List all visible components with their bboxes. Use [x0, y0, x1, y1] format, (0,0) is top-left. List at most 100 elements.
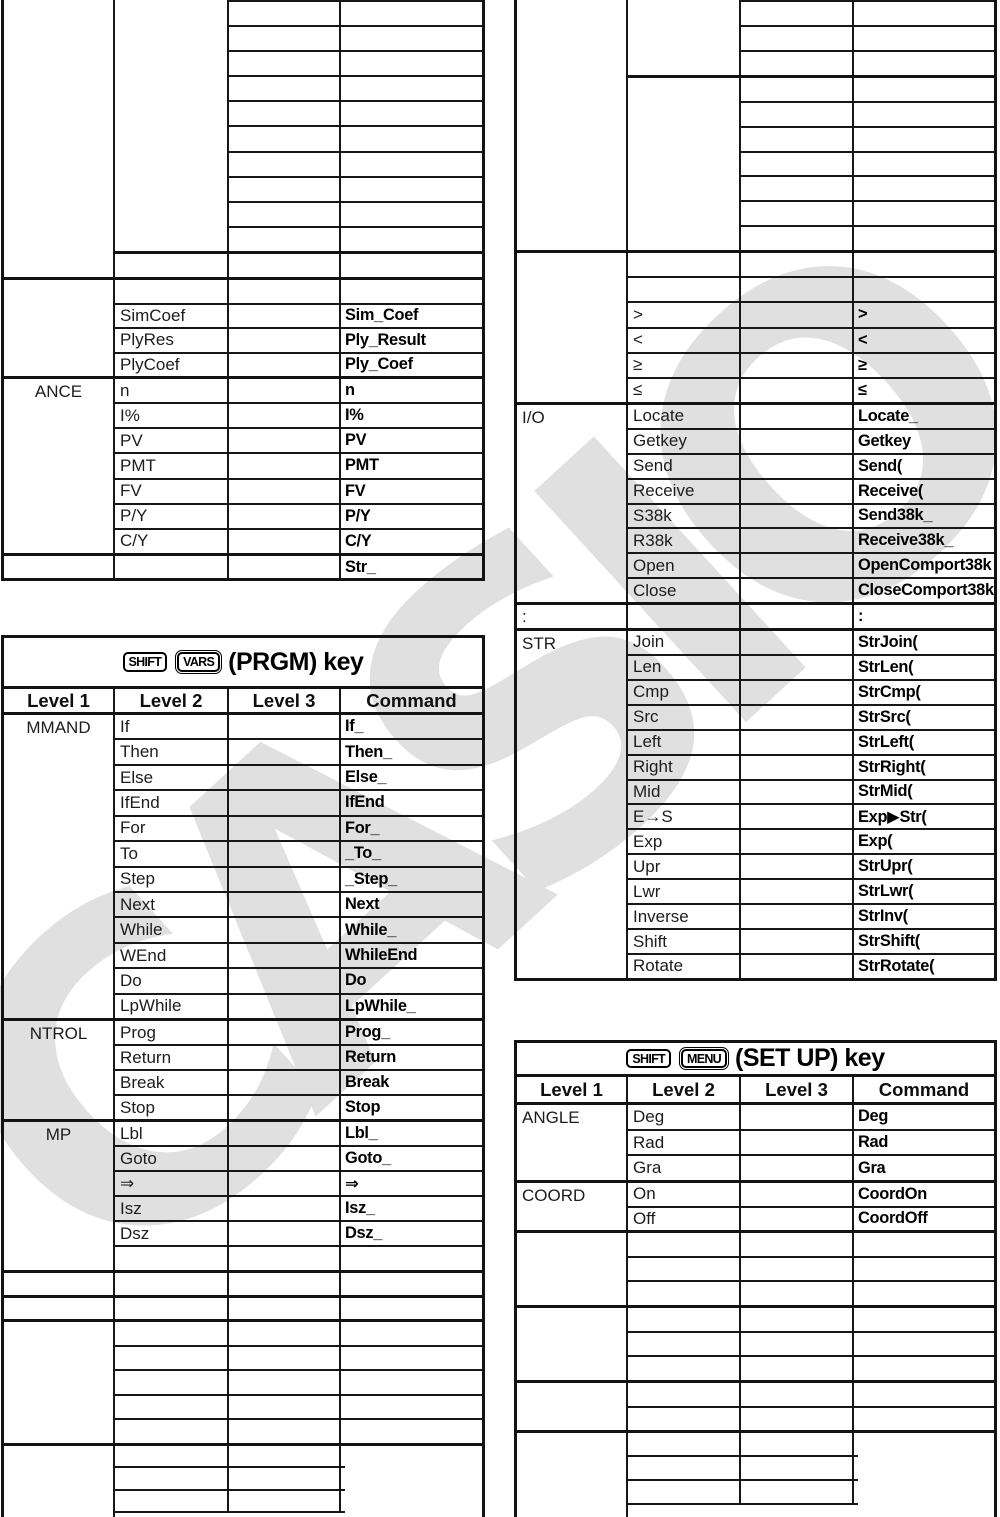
level3-cell	[741, 554, 854, 578]
command-cell: CoordOff	[858, 1209, 928, 1228]
table-row	[741, 52, 994, 75]
merged-subsection	[628, 75, 994, 251]
command-cell	[341, 127, 482, 150]
command-cell: IfEnd	[345, 793, 385, 812]
column-header-level-1: Level 1	[517, 1077, 628, 1102]
shift-keycap: SHIFT	[122, 652, 168, 672]
table-row	[628, 1407, 994, 1430]
table-row: FV FV	[115, 479, 482, 505]
table-row	[115, 1395, 482, 1421]
level2-cell: SimCoef	[115, 304, 229, 327]
table-row	[229, 102, 482, 128]
level2-cell: <	[628, 328, 741, 352]
level2-cell: Else	[115, 765, 229, 790]
level2-cell	[115, 1446, 229, 1467]
table-row: Len StrLen(	[628, 655, 994, 681]
level2-cell: Left	[628, 730, 741, 754]
level2-cell: Do	[115, 969, 229, 993]
level1-cell	[4, 0, 115, 277]
level3-cell	[229, 1322, 341, 1345]
setup-key-table: SHIFT MENU (SET UP) key Level 1 Level 2 Level…	[514, 1040, 997, 1517]
command-cell: Return	[345, 1048, 397, 1066]
command-cell	[341, 1347, 482, 1370]
level1-cell	[4, 1298, 115, 1319]
command-cell	[854, 1282, 994, 1305]
level3-cell	[741, 905, 854, 929]
table-row: Right StrRight(	[628, 755, 994, 781]
level3-cell	[229, 454, 341, 478]
command-cell	[854, 1258, 994, 1281]
command-cell	[341, 1420, 482, 1443]
level2-cell: Off	[628, 1207, 741, 1230]
merged-subsection	[115, 0, 482, 251]
table-row: Break Break	[115, 1071, 482, 1096]
level3-cell	[229, 740, 341, 764]
level2-cell: Dsz	[115, 1222, 229, 1245]
level2-cell: ≤	[628, 378, 741, 403]
command-cell: StrSrc(	[858, 707, 911, 726]
table-section: ::	[517, 602, 994, 628]
table-section	[4, 1443, 482, 1517]
command-cell	[854, 253, 994, 276]
command-cell: :	[858, 607, 864, 625]
table-row: WEnd WhileEnd	[115, 943, 482, 970]
section-rows: Lbl Lbl_ Goto Goto_ ⇒ ⇒ Isz Isz_ Dsz Dsz_	[115, 1122, 482, 1270]
prgm-key-table: SHIFT VARS (PRGM) key Level 1 Level 2 Level 3…	[1, 635, 485, 1517]
command-cell	[341, 280, 482, 303]
level2-cell	[628, 278, 741, 302]
command-cell	[854, 1481, 858, 1503]
level1-cell: I/O	[517, 405, 628, 602]
level2-cell: Prog	[115, 1021, 229, 1044]
level3-cell	[741, 177, 854, 201]
level2-cell: While	[115, 918, 229, 942]
command-cell	[341, 153, 482, 176]
level3-cell	[229, 227, 341, 251]
level2-cell	[628, 1481, 741, 1503]
command-cell: Getkey	[858, 431, 911, 450]
section-rows: n n I% I% PV PV PMT PMT FV FV P/Y P/Y C/Y C/Y	[115, 379, 482, 553]
table-section	[517, 1430, 994, 1517]
level2-cell: Inverse	[628, 905, 741, 929]
level2-cell	[115, 0, 229, 251]
column-header-command: Command	[878, 1078, 970, 1100]
level3-cell	[741, 127, 854, 151]
table-row: On CoordOn	[628, 1183, 994, 1208]
table-section	[517, 1230, 994, 1306]
table-row: Shift StrShift(	[628, 930, 994, 955]
level3-cell	[229, 102, 341, 126]
table-row: SimCoef Sim_Coef	[115, 304, 482, 329]
table-row: Upr StrUpr(	[628, 855, 994, 881]
command-cell: PV	[345, 431, 367, 450]
section-rows	[115, 1322, 482, 1443]
command-cell: If_	[345, 717, 364, 736]
level3-cell	[229, 280, 341, 303]
level2-cell: Rotate	[628, 954, 741, 978]
table-row: Locate Locate_	[628, 405, 994, 430]
level3-cell	[229, 429, 341, 453]
level1-cell: ANGLE	[517, 1105, 628, 1180]
command-cell	[341, 1298, 482, 1319]
table-row: Isz Isz_	[115, 1197, 482, 1222]
level3-cell	[741, 479, 854, 503]
merged-region	[115, 0, 482, 277]
level3-cell	[741, 1282, 854, 1306]
level3-cell	[741, 227, 854, 251]
command-cell	[854, 1433, 858, 1455]
level3-cell	[229, 1096, 341, 1119]
table-row	[741, 78, 994, 103]
level1-cell: ANCE	[4, 379, 115, 553]
level2-cell	[628, 1257, 741, 1281]
table-row	[115, 1346, 482, 1372]
level3-cell	[229, 177, 341, 201]
level2-cell: Return	[115, 1046, 229, 1069]
section-rows: Deg Deg Rad Rad Gra Gra	[628, 1105, 994, 1181]
level1-cell	[517, 1308, 628, 1380]
command-cell: Str_	[345, 557, 376, 576]
level3-cell	[229, 1346, 341, 1370]
level2-cell	[628, 253, 741, 277]
level2-cell	[115, 556, 229, 578]
level2-cell: Locate	[628, 405, 741, 428]
level1-cell	[4, 1273, 115, 1295]
level2-cell: R38k	[628, 529, 741, 553]
